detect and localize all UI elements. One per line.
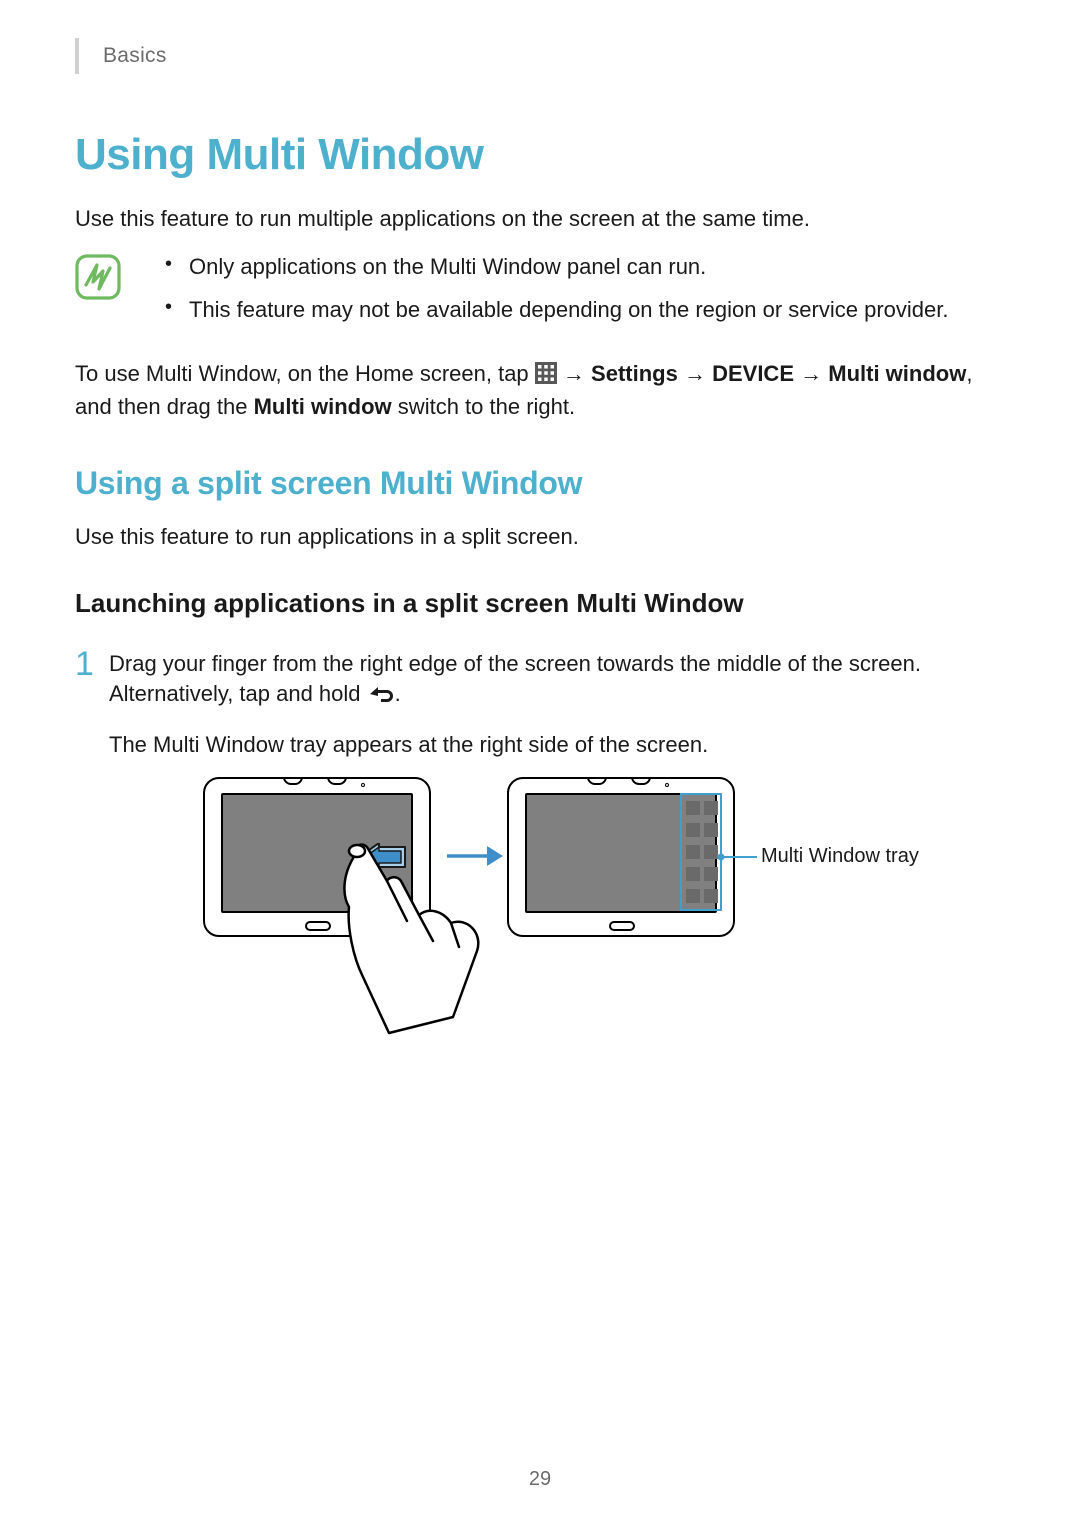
- back-icon: [367, 682, 395, 712]
- page-number: 29: [0, 1468, 1080, 1491]
- path-device: DEVICE: [712, 361, 794, 386]
- tray-label: Multi Window tray: [761, 843, 919, 870]
- note-icon: [75, 254, 121, 305]
- section-body: Use this feature to run applications in …: [75, 522, 1005, 552]
- step1-line2: The Multi Window tray appears at the rig…: [109, 730, 1005, 760]
- step1-text-a: Drag your finger from the right edge of …: [109, 651, 921, 706]
- subsection-heading: Launching applications in a split screen…: [75, 588, 1005, 619]
- breadcrumb-text: Basics: [103, 44, 167, 68]
- path-multiwindow: Multi window: [828, 361, 966, 386]
- multi-window-tray: [680, 793, 722, 911]
- path-settings: Settings: [591, 361, 678, 386]
- note-item: Only applications on the Multi Window pa…: [159, 252, 948, 282]
- step-1: 1 Drag your finger from the right edge o…: [75, 649, 1005, 1037]
- page-title: Using Multi Window: [75, 130, 1005, 180]
- instruction-prefix: To use Multi Window, on the Home screen,…: [75, 361, 535, 386]
- illustration: Multi Window tray: [143, 777, 903, 1037]
- step-body: Drag your finger from the right edge of …: [109, 649, 1005, 1037]
- apps-grid-icon: [535, 362, 557, 392]
- instruction-tail: switch to the right.: [392, 394, 575, 419]
- note-item: This feature may not be available depend…: [159, 295, 948, 325]
- transition-arrow-icon: [445, 843, 505, 869]
- note-list: Only applications on the Multi Window pa…: [159, 252, 948, 339]
- headline-bar: [75, 38, 79, 74]
- intro-text: Use this feature to run multiple applica…: [75, 204, 1005, 234]
- callout-line: [717, 853, 757, 861]
- instruction-text: To use Multi Window, on the Home screen,…: [75, 359, 1005, 421]
- step1-text-b: .: [395, 681, 401, 706]
- path-multiwindow2: Multi window: [254, 394, 392, 419]
- note-block: Only applications on the Multi Window pa…: [75, 252, 1005, 339]
- section-heading: Using a split screen Multi Window: [75, 465, 1005, 502]
- step-number: 1: [75, 647, 109, 681]
- breadcrumb: Basics: [75, 38, 1005, 74]
